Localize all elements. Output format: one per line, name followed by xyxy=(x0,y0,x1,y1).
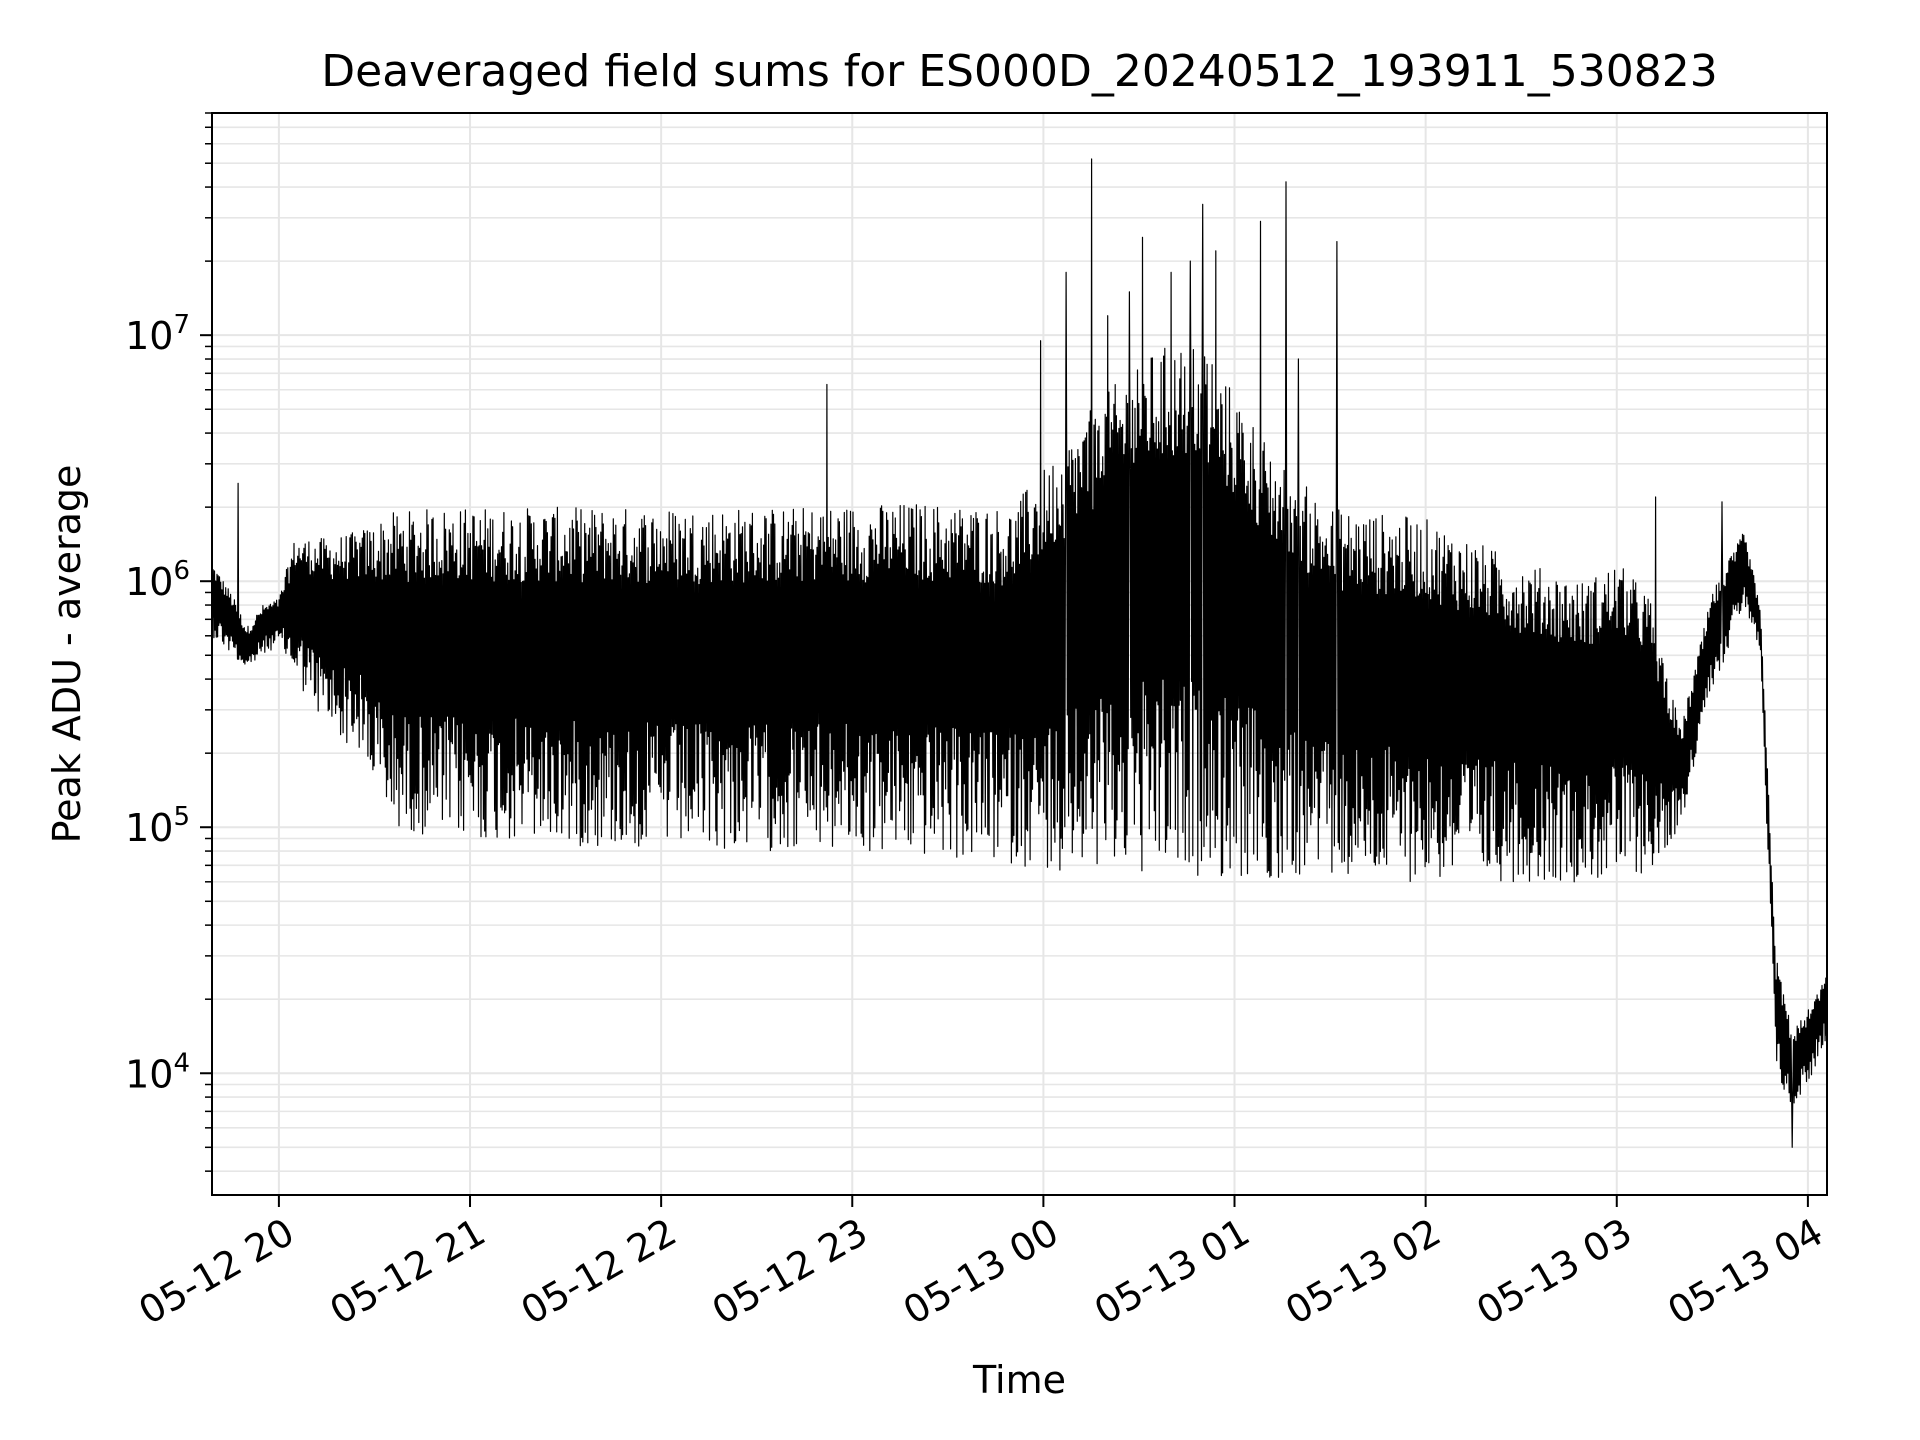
y-axis-label: Peak ADU - average xyxy=(45,465,89,844)
y-tick-label: 104 xyxy=(125,1048,190,1096)
x-tick-label: 05-12 23 xyxy=(705,1210,875,1334)
x-axis-label: Time xyxy=(972,1358,1066,1402)
x-tick-label: 05-12 21 xyxy=(323,1210,493,1334)
plot-area-frame xyxy=(211,112,1828,1196)
series-path xyxy=(211,158,1828,1148)
x-tick-label: 05-13 02 xyxy=(1278,1210,1448,1334)
x-tick-label: 05-13 04 xyxy=(1660,1210,1830,1334)
x-tick-label: 05-12 20 xyxy=(131,1210,301,1334)
x-axis: 05-12 20 05-12 21 05-12 22 05-12 23 05-13 00… xyxy=(131,1195,1830,1333)
y-tick-label: 105 xyxy=(125,802,190,850)
y-tick-label: 106 xyxy=(125,556,190,604)
x-tick-label: 05-13 00 xyxy=(896,1210,1066,1334)
series-line xyxy=(211,158,1828,1148)
x-tick-label: 05-12 22 xyxy=(514,1210,684,1334)
x-tick-label: 05-13 03 xyxy=(1469,1210,1639,1334)
y-tick-label: 107 xyxy=(125,310,190,358)
y-axis: 104 105 106 107 xyxy=(125,112,212,1172)
x-tick-label: 05-13 01 xyxy=(1087,1210,1257,1334)
chart-title: Deaveraged field sums for ES000D_2024051… xyxy=(321,46,1717,97)
